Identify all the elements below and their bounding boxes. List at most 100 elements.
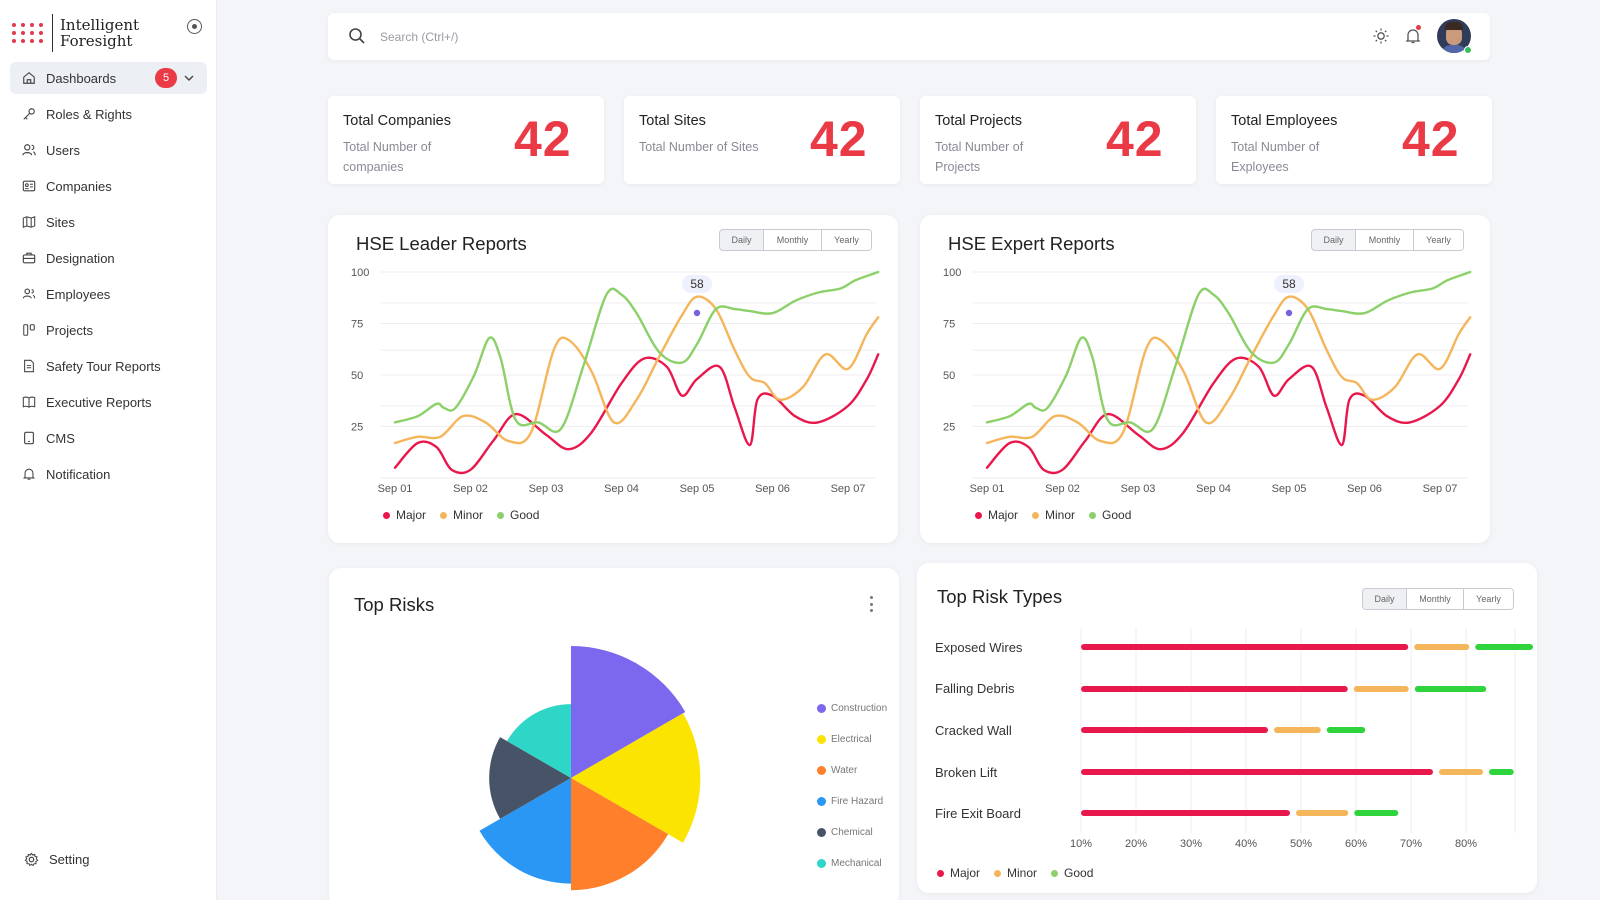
sidebar-item-label: Executive Reports bbox=[46, 394, 152, 410]
legend-item-mechanical[interactable]: Mechanical bbox=[817, 848, 887, 879]
x-tick-label: Sep 03 bbox=[1121, 483, 1156, 495]
online-status-dot bbox=[1464, 46, 1472, 54]
stat-title: Total Sites bbox=[639, 113, 706, 129]
legend-label: Good bbox=[1102, 508, 1132, 522]
legend-item-good[interactable]: Good bbox=[497, 508, 539, 522]
sidebar-item-label: Roles & Rights bbox=[46, 106, 132, 122]
sidebar-item-safety-tour-reports[interactable]: Safety Tour Reports bbox=[10, 350, 207, 382]
x-tick-label: Sep 06 bbox=[755, 483, 790, 495]
pie-slice-water[interactable] bbox=[571, 778, 669, 891]
legend-item-chemical[interactable]: Chemical bbox=[817, 817, 887, 848]
sun-icon[interactable] bbox=[1372, 27, 1390, 45]
legend-dot bbox=[497, 511, 505, 519]
sidebar-item-setting[interactable]: Setting bbox=[24, 852, 89, 867]
brand-name-line2: Foresight bbox=[60, 32, 133, 50]
sidebar-item-label: Employees bbox=[46, 286, 111, 302]
stat-title: Total Employees bbox=[1231, 113, 1338, 129]
x-tick-label: Sep 06 bbox=[1347, 483, 1382, 495]
risk-category-label: Broken Lift bbox=[935, 765, 998, 780]
period-monthly-button[interactable]: Monthly bbox=[1356, 230, 1414, 250]
hse-leader-reports-card: HSE Leader Reports Daily Monthly Yearly … bbox=[328, 215, 898, 543]
legend-item-water[interactable]: Water bbox=[817, 755, 887, 786]
search-icon[interactable] bbox=[348, 27, 366, 45]
pie-slice-construction[interactable] bbox=[571, 646, 686, 778]
legend-item-good[interactable]: Good bbox=[1051, 866, 1093, 880]
users-icon bbox=[22, 143, 36, 157]
sidebar-item-companies[interactable]: Companies bbox=[10, 170, 207, 202]
period-monthly-button[interactable]: Monthly bbox=[764, 230, 822, 250]
sidebar-item-label: Safety Tour Reports bbox=[46, 358, 161, 374]
pie-slice-electrical[interactable] bbox=[571, 713, 701, 843]
period-yearly-button[interactable]: Yearly bbox=[1414, 230, 1463, 250]
stat-subtitle: Total Number of companies bbox=[343, 140, 432, 174]
sidebar: Intelligent Foresight Dashboards 5 Roles… bbox=[0, 0, 217, 900]
sidebar-item-label: Dashboards bbox=[46, 70, 117, 86]
legend-item-minor[interactable]: Minor bbox=[1032, 508, 1075, 522]
x-tick-label: Sep 07 bbox=[1423, 483, 1458, 495]
pie-slice-chemical[interactable] bbox=[489, 737, 571, 819]
tooltip-point[interactable] bbox=[1285, 309, 1293, 317]
legend-item-major[interactable]: Major bbox=[975, 508, 1018, 522]
sidebar-item-users[interactable]: Users bbox=[10, 134, 207, 166]
pie-slice-fire-hazard[interactable] bbox=[479, 778, 572, 884]
legend-item-good[interactable]: Good bbox=[1089, 508, 1131, 522]
series-line-minor[interactable] bbox=[393, 295, 880, 445]
legend-item-fire-hazard[interactable]: Fire Hazard bbox=[817, 786, 887, 817]
stat-subtitle: Total Number of Projects bbox=[935, 140, 1024, 174]
tooltip-point[interactable] bbox=[693, 309, 701, 317]
stat-card-projects: Total Projects Total Number of Projects … bbox=[920, 96, 1196, 184]
sidebar-item-dashboards[interactable]: Dashboards 5 bbox=[10, 62, 207, 94]
legend-item-construction[interactable]: Construction bbox=[817, 693, 887, 724]
legend-item-major[interactable]: Major bbox=[383, 508, 426, 522]
legend-item-minor[interactable]: Minor bbox=[440, 508, 483, 522]
legend-item-electrical[interactable]: Electrical bbox=[817, 724, 887, 755]
period-daily-button[interactable]: Daily bbox=[720, 230, 764, 250]
stat-subtitle: Total Number of Exployees bbox=[1231, 140, 1320, 174]
sidebar-nav: Dashboards 5 Roles & Rights Users Compan… bbox=[10, 62, 207, 494]
sidebar-item-designation[interactable]: Designation bbox=[10, 242, 207, 274]
top-bar bbox=[328, 13, 1490, 60]
legend-item-minor[interactable]: Minor bbox=[994, 866, 1037, 880]
stat-value: 42 bbox=[514, 111, 572, 167]
series-line-good[interactable] bbox=[393, 270, 880, 434]
period-daily-button[interactable]: Daily bbox=[1363, 589, 1407, 609]
period-toggle: Daily Monthly Yearly bbox=[1362, 588, 1514, 610]
legend-item-major[interactable]: Major bbox=[937, 866, 980, 880]
sidebar-collapse-button[interactable] bbox=[187, 19, 202, 34]
sidebar-item-cms[interactable]: CMS bbox=[10, 422, 207, 454]
tooltip-value: 58 bbox=[690, 277, 704, 291]
sidebar-item-projects[interactable]: Projects bbox=[10, 314, 207, 346]
sidebar-item-executive-reports[interactable]: Executive Reports bbox=[10, 386, 207, 418]
period-daily-button[interactable]: Daily bbox=[1312, 230, 1356, 250]
legend-label: Fire Hazard bbox=[831, 796, 884, 807]
series-line-good[interactable] bbox=[985, 270, 1472, 434]
brand-logo[interactable]: Intelligent Foresight bbox=[12, 14, 139, 52]
sidebar-item-roles-rights[interactable]: Roles & Rights bbox=[10, 98, 207, 130]
tooltip-value: 58 bbox=[1282, 277, 1296, 291]
sidebar-item-label: CMS bbox=[46, 430, 75, 446]
legend-label: Electrical bbox=[831, 734, 872, 745]
legend-dot bbox=[1089, 511, 1097, 519]
line-chart: 100 75 50 25 Sep 01 Sep 02 Sep 03 Sep 04 Sep 05 S… bbox=[351, 267, 880, 495]
home-icon bbox=[22, 71, 36, 85]
sidebar-item-sites[interactable]: Sites bbox=[10, 206, 207, 238]
series-line-major[interactable] bbox=[985, 353, 1472, 475]
series-line-minor[interactable] bbox=[985, 295, 1472, 445]
sidebar-item-employees[interactable]: Employees bbox=[10, 278, 207, 310]
period-monthly-button[interactable]: Monthly bbox=[1407, 589, 1464, 609]
series-line-major[interactable] bbox=[393, 353, 880, 475]
pie-slice-mechanical[interactable] bbox=[507, 704, 571, 778]
notification-bell-icon[interactable] bbox=[1404, 27, 1422, 45]
legend-label: Major bbox=[988, 508, 1019, 522]
more-options-icon[interactable] bbox=[866, 596, 876, 612]
chevron-down-icon[interactable] bbox=[183, 72, 195, 84]
x-tick-label: 80% bbox=[1455, 838, 1477, 850]
y-tick-label: 50 bbox=[351, 370, 363, 382]
sidebar-item-notification[interactable]: Notification bbox=[10, 458, 207, 490]
sidebar-item-label: Projects bbox=[46, 322, 93, 338]
period-yearly-button[interactable]: Yearly bbox=[1464, 589, 1513, 609]
search-input[interactable] bbox=[380, 25, 980, 49]
period-yearly-button[interactable]: Yearly bbox=[822, 230, 871, 250]
bell-icon bbox=[22, 467, 36, 481]
legend-dot bbox=[817, 797, 826, 806]
